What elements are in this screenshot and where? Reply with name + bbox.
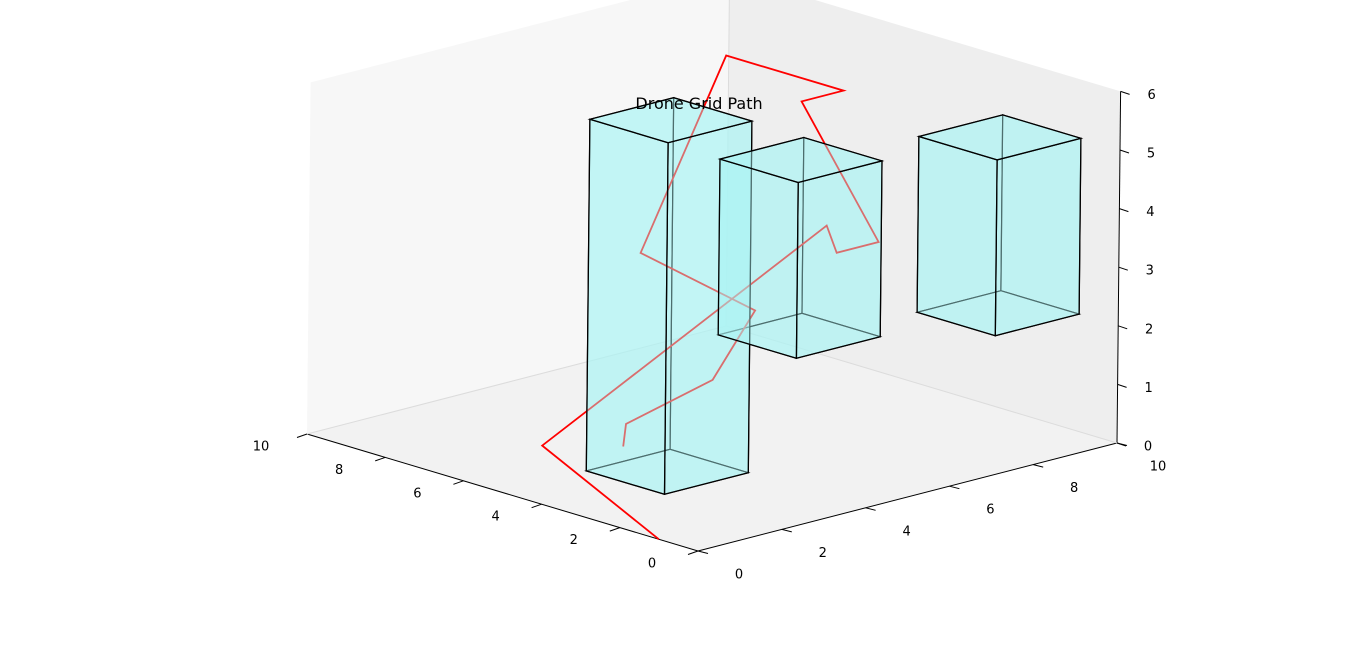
z-tick-label: 4 xyxy=(1146,205,1154,220)
obstacle-front-face xyxy=(795,160,883,360)
y-tick xyxy=(781,528,792,533)
z-tick xyxy=(1119,208,1129,213)
x-tick xyxy=(687,550,699,555)
x-axis-line xyxy=(306,433,699,552)
y-tick-label: 8 xyxy=(1070,481,1078,496)
z-tick xyxy=(1118,325,1128,330)
x-tick-label: 8 xyxy=(335,463,343,478)
x-tick-label: 10 xyxy=(253,440,270,455)
pane-edge-line xyxy=(306,325,727,435)
flight-path-line xyxy=(540,54,880,541)
y-tick-label: 10 xyxy=(1150,460,1167,475)
y-tick xyxy=(949,485,960,490)
pane-back-left xyxy=(307,0,730,434)
x-tick-label: 6 xyxy=(413,486,421,501)
x-tick xyxy=(375,456,386,462)
x-tick xyxy=(531,503,542,509)
x-tick xyxy=(296,433,308,438)
z-tick-label: 2 xyxy=(1145,322,1153,337)
obstacle-front-face xyxy=(994,137,1082,337)
y-tick xyxy=(1033,464,1044,468)
z-tick-label: 3 xyxy=(1146,264,1154,279)
pane-edge-line xyxy=(725,325,1118,444)
z-tick-label: 0 xyxy=(1144,440,1152,455)
z-tick xyxy=(1119,149,1130,154)
obstacle-front-face xyxy=(585,118,669,496)
z-tick-label: 6 xyxy=(1147,88,1155,103)
x-tick-label: 0 xyxy=(648,557,656,572)
y-axis-line xyxy=(697,442,1118,552)
obstacle-front-face xyxy=(717,136,885,184)
y-tick-label: 6 xyxy=(986,503,994,518)
obstacle-front-faces xyxy=(585,97,1084,496)
obstacle-front-face xyxy=(916,114,1084,161)
z-tick xyxy=(1118,266,1128,271)
z-tick xyxy=(1117,383,1127,388)
pane-edge-line xyxy=(725,0,730,327)
axis-ticks: 0 2 4 6 8 10 0 2 4 6 8 10 0 1 2 3 4 5 6 xyxy=(253,88,1167,583)
z-tick-label: 5 xyxy=(1147,147,1155,162)
chart-title: Drone Grid Path xyxy=(635,94,762,113)
z-tick xyxy=(1116,442,1127,447)
y-tick xyxy=(865,507,876,511)
y-tick-label: 0 xyxy=(735,568,743,583)
obstacle-front-face xyxy=(717,158,799,360)
y-tick-label: 2 xyxy=(819,546,827,561)
z-tick xyxy=(1120,90,1130,95)
flight-path xyxy=(540,54,880,541)
x-tick-label: 4 xyxy=(491,510,499,525)
obstacle-back-faces xyxy=(584,96,1082,495)
obstacle-front-face xyxy=(916,135,998,337)
x-tick xyxy=(453,480,464,485)
x-tick-label: 2 xyxy=(570,533,578,548)
z-tick-label: 1 xyxy=(1144,381,1152,396)
y-tick xyxy=(697,550,709,554)
x-tick xyxy=(609,527,620,532)
y-tick-label: 4 xyxy=(902,524,910,539)
pane-back-right xyxy=(726,0,1121,443)
obstacle-front-face xyxy=(587,97,755,144)
